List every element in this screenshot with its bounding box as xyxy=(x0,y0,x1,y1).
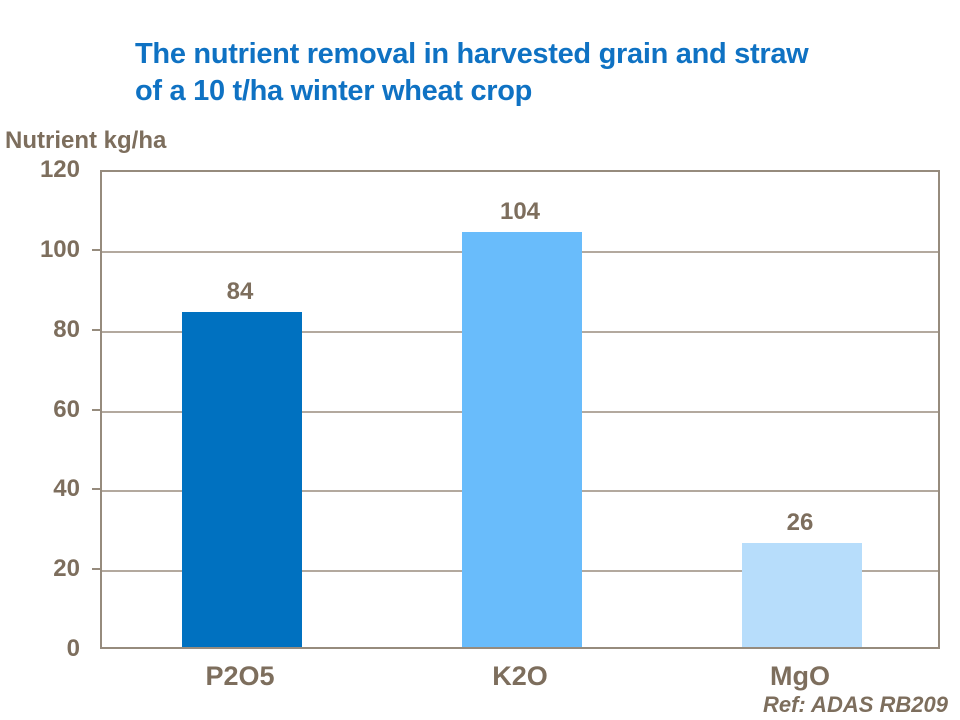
y-tick-label-20: 20 xyxy=(53,555,80,583)
x-category-label-k2o: K2O xyxy=(492,661,548,691)
y-tick-label-60: 60 xyxy=(53,395,80,423)
y-tick-label-40: 40 xyxy=(53,475,80,503)
y-tickmark-40 xyxy=(92,488,100,491)
y-tickmark-20 xyxy=(92,568,100,571)
y-tick-label-80: 80 xyxy=(53,315,80,343)
y-tickmark-100 xyxy=(92,248,100,251)
x-category-label-mgo: MgO xyxy=(770,661,830,691)
reference-note: Ref: ADAS RB209 xyxy=(762,692,948,717)
bar-value-label-p2o5: 84 xyxy=(226,277,254,305)
y-tick-label-0: 0 xyxy=(66,635,80,662)
chart-title-line-1: The nutrient removal in harvested grain … xyxy=(135,38,809,70)
bar-mgo xyxy=(742,543,862,647)
y-tick-label-100: 100 xyxy=(39,235,80,263)
y-tick-label-120: 120 xyxy=(39,156,80,183)
chart-title-line-2: of a 10 t/ha winter wheat crop xyxy=(135,75,533,107)
y-tickmark-80 xyxy=(92,328,100,331)
y-axis-title: Nutrient kg/ha xyxy=(5,127,167,154)
plot-area xyxy=(100,170,940,649)
bar-k2o xyxy=(462,231,582,647)
bar-value-label-k2o: 104 xyxy=(499,197,541,225)
bar-value-label-mgo: 26 xyxy=(786,509,814,537)
chart-title: The nutrient removal in harvested grain … xyxy=(135,36,935,110)
y-tickmark-60 xyxy=(92,408,100,411)
bar-p2o5 xyxy=(182,311,302,647)
x-category-label-p2o5: P2O5 xyxy=(205,661,275,691)
